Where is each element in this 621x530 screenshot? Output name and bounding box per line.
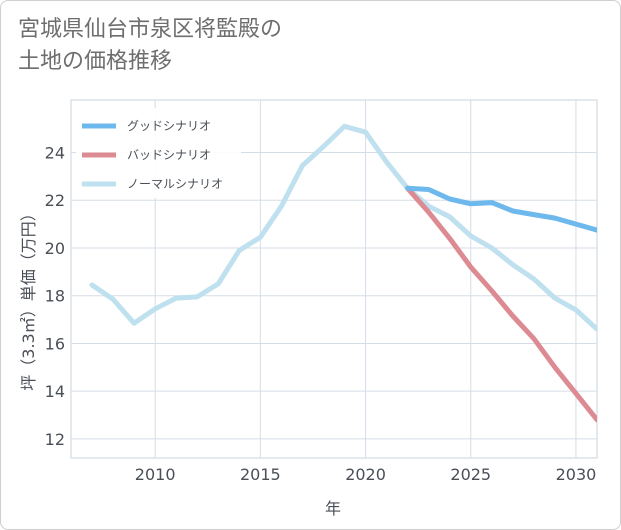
plot-area-border xyxy=(70,99,598,459)
y-tick-label: 14 xyxy=(45,382,65,401)
y-tick-label: 24 xyxy=(45,144,65,163)
legend-label: バッドシナリオ xyxy=(127,148,211,162)
series-line-2 xyxy=(405,185,597,423)
y-tick-label: 22 xyxy=(45,191,65,210)
y-tick-label: 16 xyxy=(45,334,65,353)
y-tick-label: 20 xyxy=(45,239,65,258)
series-line-3 xyxy=(89,123,597,332)
grid xyxy=(70,99,598,459)
x-tick-label: 2025 xyxy=(450,465,491,484)
y-tick-label: 12 xyxy=(45,430,65,449)
x-tick-label: 2015 xyxy=(240,465,281,484)
legend-label: ノーマルシナリオ xyxy=(127,177,223,191)
series-lines xyxy=(89,123,597,423)
series-line-1 xyxy=(405,185,597,233)
x-tick-label: 2010 xyxy=(135,465,176,484)
x-axis-title: 年 xyxy=(325,499,341,518)
y-tick-label: 18 xyxy=(45,287,65,306)
legend-label: グッドシナリオ xyxy=(127,119,211,133)
x-tick-label: 2030 xyxy=(556,465,597,484)
y-axis-title: 坪（3.3㎡）単価（万円） xyxy=(19,205,38,390)
chart-title: 宮城県仙台市泉区将監殿の 土地の価格推移 xyxy=(18,17,283,74)
axes: 12 14 16 18 20 22 24 2010 2015 2020 2025 2030 xyxy=(45,144,597,484)
x-tick-label: 2020 xyxy=(345,465,386,484)
